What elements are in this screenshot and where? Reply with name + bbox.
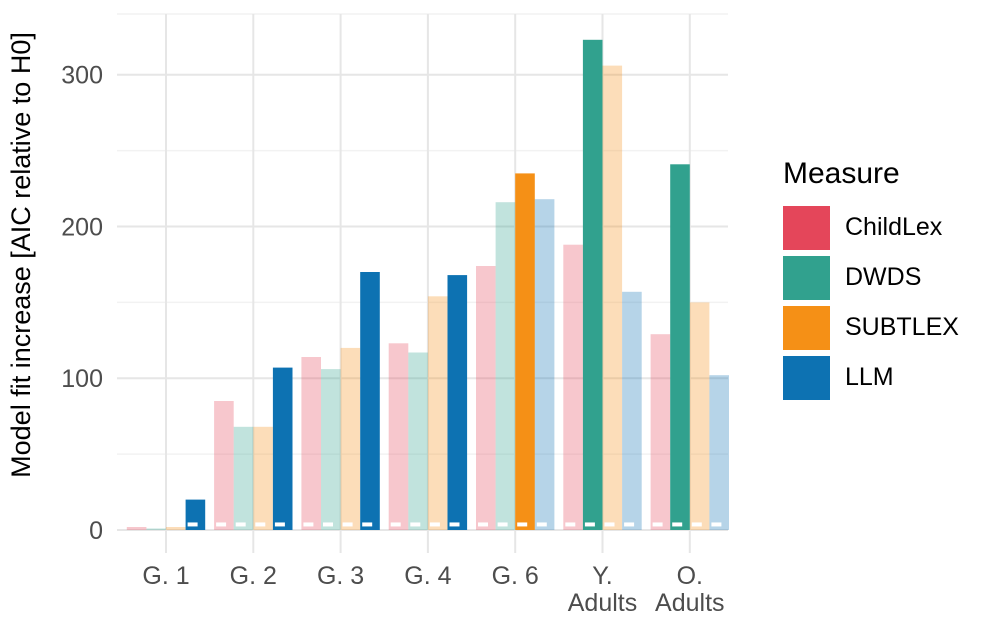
- bar-G3-dwds: [321, 369, 341, 530]
- bar-G4-subtlex: [427, 296, 448, 530]
- legend-items: ChildLex DWDS SUBTLEX LLM: [783, 205, 998, 400]
- y-tick-label-0: 0: [89, 517, 103, 545]
- bar-G6-childlex: [476, 266, 496, 530]
- legend-item-subtlex: SUBTLEX: [783, 305, 998, 350]
- bar-Y-llm: [622, 291, 642, 530]
- bar-G1-subtlex: [166, 527, 186, 530]
- bar-G6-dwds: [495, 202, 516, 530]
- bar-G4-llm: [447, 275, 468, 530]
- legend-label-childlex: ChildLex: [845, 213, 943, 241]
- legend-swatch-subtlex: [783, 305, 830, 350]
- legend-label-subtlex: SUBTLEX: [845, 313, 959, 341]
- legend-swatch-llm: [783, 355, 830, 400]
- bar-O-dwds: [670, 164, 690, 531]
- legend-label-dwds: DWDS: [845, 263, 922, 291]
- x-label-7-line2: Adults: [655, 589, 724, 617]
- bar-G3-childlex: [301, 357, 321, 530]
- legend-label-llm: LLM: [845, 363, 894, 391]
- legend-item-llm: LLM: [783, 355, 998, 400]
- bar-G3-llm: [360, 272, 380, 530]
- x-label-4: G. 4: [404, 562, 451, 590]
- bar-G6-llm: [534, 199, 555, 530]
- x-label-7: O.: [677, 562, 703, 590]
- bars: [126, 39, 729, 531]
- y-tick-label-200: 200: [61, 213, 103, 241]
- bar-O-llm: [709, 375, 729, 530]
- legend-item-dwds: DWDS: [783, 255, 998, 300]
- x-label-2: G. 2: [230, 562, 277, 590]
- bar-G1-dwds: [146, 528, 166, 530]
- y-axis-tick-labels: 0 100 200 300: [61, 62, 103, 545]
- bar-G4-childlex: [388, 343, 409, 530]
- bar-G1-llm: [185, 499, 206, 530]
- bar-G2-subtlex: [253, 426, 273, 530]
- y-tick-label-100: 100: [61, 365, 103, 393]
- bar-G6-subtlex: [515, 173, 535, 530]
- legend-title: Measure: [783, 157, 900, 190]
- bar-Y-subtlex: [602, 65, 623, 530]
- x-label-1: G. 1: [142, 562, 189, 590]
- bar-G1-childlex: [126, 527, 147, 530]
- bar-O-subtlex: [689, 302, 710, 530]
- bar-G2-dwds: [233, 426, 254, 530]
- legend-swatch-dwds: [783, 255, 830, 300]
- x-label-6-line2: Adults: [568, 589, 637, 617]
- bar-Y-dwds: [582, 39, 603, 531]
- legend: Measure ChildLex DWDS SUBTLEX LLM: [783, 158, 998, 406]
- y-axis-title: Model fit increase [AIC relative to H0]: [6, 32, 36, 478]
- bar-G2-llm: [272, 367, 293, 530]
- x-label-3: G. 3: [317, 562, 364, 590]
- x-label-6: Y.: [592, 562, 612, 590]
- bar-G2-childlex: [214, 401, 234, 530]
- bar-G3-subtlex: [340, 347, 361, 530]
- bar-Y-childlex: [563, 244, 583, 530]
- legend-swatch-childlex: [783, 205, 830, 250]
- y-tick-label-300: 300: [61, 62, 103, 90]
- legend-item-childlex: ChildLex: [783, 205, 998, 250]
- bar-G4-dwds: [408, 352, 428, 530]
- bar-O-childlex: [650, 334, 671, 530]
- x-label-5: G. 6: [492, 562, 539, 590]
